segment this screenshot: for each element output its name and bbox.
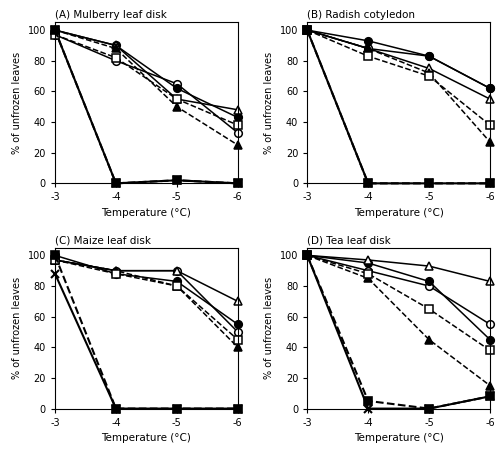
X-axis label: Temperature (°C): Temperature (°C) — [102, 208, 192, 218]
Y-axis label: % of unfrozen leaves: % of unfrozen leaves — [12, 52, 22, 154]
X-axis label: Temperature (°C): Temperature (°C) — [354, 433, 444, 443]
Text: (D) Tea leaf disk: (D) Tea leaf disk — [307, 236, 391, 246]
X-axis label: Temperature (°C): Temperature (°C) — [102, 433, 192, 443]
Text: (B) Radish cotyledon: (B) Radish cotyledon — [307, 10, 415, 20]
Text: (A) Mulberry leaf disk: (A) Mulberry leaf disk — [55, 10, 167, 20]
Y-axis label: % of unfrozen leaves: % of unfrozen leaves — [12, 277, 22, 379]
X-axis label: Temperature (°C): Temperature (°C) — [354, 208, 444, 218]
Y-axis label: % of unfrozen leaves: % of unfrozen leaves — [264, 277, 274, 379]
Text: (C) Maize leaf disk: (C) Maize leaf disk — [55, 236, 151, 246]
Y-axis label: % of unfrozen leaves: % of unfrozen leaves — [264, 52, 274, 154]
